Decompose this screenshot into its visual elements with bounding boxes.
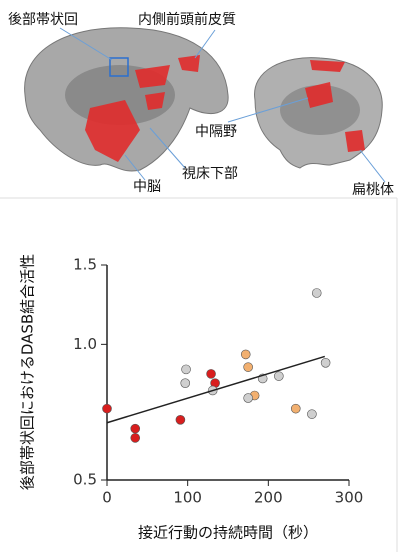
y-axis-title: 後部帯状回におけるDASB結合活性 (19, 254, 37, 490)
brain-label: 内側前頭前皮質 (138, 11, 236, 28)
brain-sagittal (25, 28, 229, 171)
point (207, 369, 216, 378)
leader-line (360, 150, 385, 182)
point (321, 358, 330, 367)
point (131, 424, 140, 433)
point (182, 365, 191, 374)
point (181, 379, 190, 388)
page: {"brain_labels": ["後部帯状回", "内側前頭前皮質", "中… (0, 0, 411, 552)
x-tick-label: 100 (173, 489, 202, 507)
brain-label: 扁桃体 (352, 182, 394, 198)
brain-label: 視床下部 (182, 166, 238, 182)
point (312, 289, 321, 298)
x-tick-label: 200 (254, 489, 283, 507)
x-axis-title: 接近行動の持続時間（秒） (138, 524, 318, 542)
point (131, 433, 140, 442)
y-tick-label: 1.5 (73, 256, 97, 274)
brain-label: 中脳 (133, 179, 161, 195)
activation (310, 60, 345, 72)
brain-label: 後部帯状回 (8, 12, 78, 28)
figure: 後部帯状回 内側前頭前皮質 中隔野 視床下部 中脳 扁桃体 接近行動の持続時間（… (0, 0, 411, 552)
point (307, 410, 316, 419)
brain-coronal (255, 58, 383, 168)
y-tick-label: 1.0 (73, 335, 97, 353)
y-tick-label: 0.5 (73, 471, 97, 489)
x-tick-label: 300 (335, 489, 364, 507)
point (244, 394, 253, 403)
point (103, 404, 112, 413)
x-tick-label: 0 (102, 489, 112, 507)
activation (345, 130, 365, 152)
point (291, 404, 300, 413)
activation (145, 92, 165, 110)
point (241, 350, 250, 359)
point (176, 415, 185, 424)
brain-label: 中隔野 (195, 124, 237, 140)
trend-line (107, 356, 325, 422)
point (274, 372, 283, 381)
point (244, 363, 253, 372)
